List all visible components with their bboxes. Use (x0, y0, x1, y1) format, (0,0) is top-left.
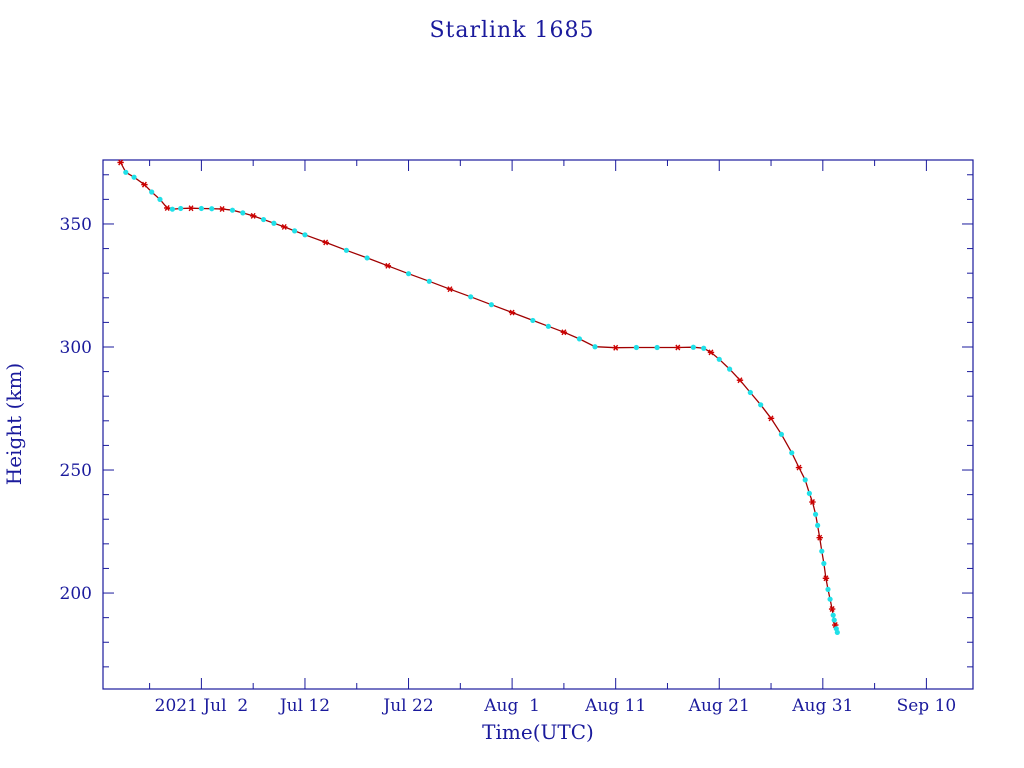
data-point (576, 336, 583, 342)
data-point (271, 220, 277, 226)
axis-ticks (103, 160, 973, 689)
x-axis-label: Time(UTC) (482, 720, 594, 744)
data-point (157, 196, 163, 202)
data-point-markers (117, 159, 840, 636)
data-point (343, 247, 349, 253)
x-tick-label: Aug 1 (483, 696, 540, 716)
data-point (249, 212, 257, 219)
x-tick-label: Aug 21 (688, 696, 750, 716)
data-point (187, 205, 195, 212)
data-point (446, 286, 454, 293)
data-point (812, 511, 819, 517)
data-point (169, 206, 175, 212)
data-point (819, 548, 825, 554)
data-point (674, 344, 682, 351)
x-tick-label: 2021 Jul 2 (155, 696, 249, 716)
data-point (141, 181, 148, 188)
data-point (592, 344, 598, 350)
data-point (716, 356, 722, 362)
data-point (822, 575, 830, 582)
data-point (560, 329, 568, 336)
data-point (281, 223, 288, 230)
data-point (117, 159, 124, 166)
data-point (815, 522, 821, 528)
data-point (654, 344, 660, 351)
data-point (633, 344, 639, 351)
data-point (322, 239, 329, 246)
data-point (825, 586, 831, 592)
height-series-line (120, 162, 838, 633)
data-point (736, 377, 744, 384)
data-point (292, 228, 298, 234)
data-point (727, 366, 733, 372)
data-point (405, 271, 412, 277)
data-point (364, 255, 370, 261)
data-point (218, 205, 226, 212)
data-point (426, 278, 432, 284)
data-point (209, 206, 215, 212)
data-point (816, 534, 823, 541)
data-point (229, 207, 236, 213)
data-point (701, 345, 707, 351)
data-point (802, 477, 808, 483)
y-tick-label: 350 (60, 215, 92, 235)
data-point (164, 204, 171, 211)
data-point (468, 294, 474, 300)
data-point (831, 617, 837, 623)
data-point (795, 464, 803, 471)
tick-labels: 2021 Jul 2 Jul 12 Jul 22 Aug 1 Aug 11 Aug 21 A… (60, 215, 957, 716)
data-point (198, 205, 204, 212)
data-point (806, 490, 812, 496)
y-tick-label: 250 (60, 461, 92, 481)
data-point (830, 612, 836, 618)
data-point (758, 402, 764, 408)
data-point (612, 344, 619, 351)
data-point (508, 309, 516, 316)
data-point (690, 344, 696, 350)
data-point (240, 210, 246, 216)
chart-title: Starlink 1685 (429, 18, 594, 43)
x-tick-label: Aug 31 (791, 696, 853, 716)
y-axis-label: Height (km) (2, 363, 26, 485)
data-point (747, 389, 753, 396)
data-point (707, 349, 715, 356)
data-point (530, 317, 536, 324)
data-point (488, 302, 494, 308)
x-tick-label: Jul 12 (278, 696, 330, 716)
x-tick-label: Aug 11 (584, 696, 646, 716)
x-tick-label: Jul 22 (381, 696, 433, 716)
data-point (789, 450, 795, 456)
data-point (827, 596, 833, 602)
data-point (384, 262, 392, 269)
data-point (178, 205, 184, 212)
data-point (149, 189, 155, 195)
data-point (821, 560, 827, 567)
plot-frame (102, 159, 974, 690)
data-point (778, 431, 784, 437)
data-point (828, 606, 836, 613)
data-point (767, 415, 775, 422)
y-tick-label: 300 (60, 338, 92, 358)
data-point (123, 169, 129, 175)
y-tick-label: 200 (60, 584, 92, 604)
data-point (131, 174, 137, 180)
data-point (260, 216, 267, 223)
x-tick-label: Sep 10 (897, 696, 957, 716)
data-point (545, 323, 551, 329)
data-point (302, 232, 308, 238)
data-point (834, 629, 840, 636)
data-point (809, 499, 816, 505)
